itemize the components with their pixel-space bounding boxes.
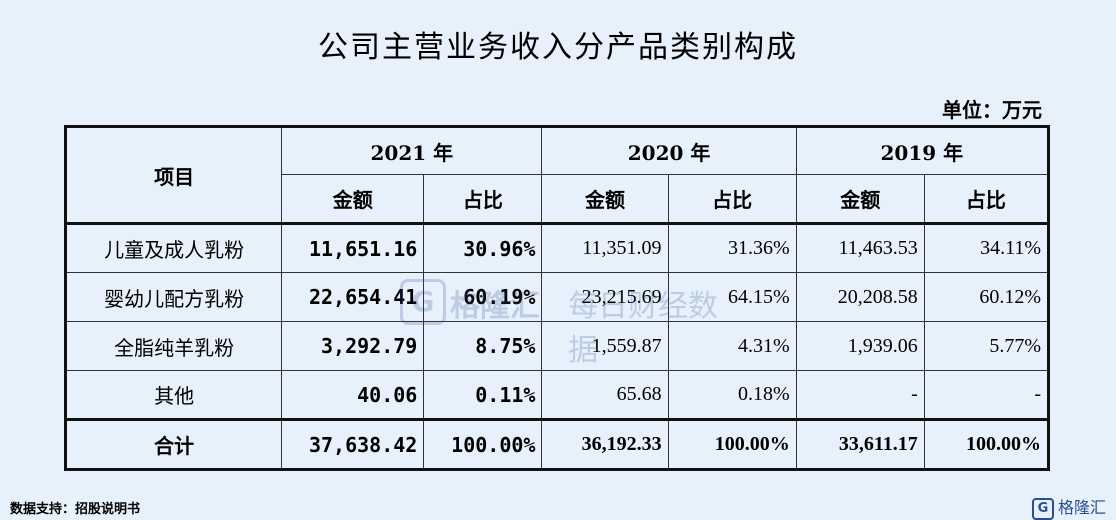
amount-2019: 1,939.06 — [795, 321, 925, 371]
row-name: 其他 — [64, 370, 283, 420]
ratio-2019: - — [923, 370, 1050, 420]
amount-2020: 23,215.69 — [541, 272, 669, 322]
amount-2021: 40.06 — [281, 370, 425, 420]
amount-2020: 1,559.87 — [541, 321, 669, 371]
ratio-2019: 5.77% — [923, 321, 1050, 371]
amount-2020: 11,351.09 — [541, 223, 669, 273]
header-amount-2021: 金额 — [281, 174, 425, 225]
ratio-2021: 8.75% — [423, 321, 543, 371]
unit-label: 单位：万元 — [942, 98, 1042, 122]
amount-2019: - — [795, 370, 925, 420]
row-name: 儿童及成人乳粉 — [64, 223, 283, 273]
header-year-2020: 2020 年 — [541, 126, 797, 175]
header-row-sub: 金额 占比 金额 占比 金额 占比 — [65, 174, 1050, 225]
page-title: 公司主营业务收入分产品类别构成 — [318, 30, 798, 65]
amount-2019: 20,208.58 — [795, 272, 925, 322]
row-name: 婴幼儿配方乳粉 — [64, 272, 283, 322]
amount-2021: 11,651.16 — [281, 223, 425, 273]
header-item: 项目 — [64, 126, 283, 224]
table-row: 全脂纯羊乳粉 3,292.79 8.75% 1,559.87 4.31% 1,9… — [64, 321, 1050, 371]
total-amount-2020: 36,192.33 — [541, 418, 669, 470]
amount-2021: 22,654.41 — [281, 272, 425, 322]
header-row-years: 项目 2021 年 2020 年 2019 年 — [64, 126, 1050, 224]
corner-brand-text: 格隆汇 — [1057, 498, 1106, 517]
brand-logo-icon: G — [1031, 497, 1054, 520]
corner-brand: G 格隆汇 — [1031, 494, 1106, 520]
ratio-2021: 60.19% — [423, 272, 543, 322]
header-ratio-2021: 占比 — [423, 174, 543, 225]
ratio-2020: 64.15% — [667, 272, 797, 322]
total-amount-2021: 37,638.42 — [281, 418, 425, 470]
header-year-2019: 2019 年 — [795, 126, 1050, 175]
table-row: 其他 40.06 0.11% 65.68 0.18% - - — [64, 370, 1050, 420]
header-amount-2019: 金额 — [795, 174, 925, 225]
header-ratio-2019: 占比 — [923, 174, 1050, 225]
total-ratio-2020: 100.00% — [667, 418, 797, 470]
table-row: 婴幼儿配方乳粉 22,654.41 60.19% 23,215.69 64.15… — [64, 272, 1050, 322]
amount-2021: 3,292.79 — [281, 321, 425, 371]
total-ratio-2021: 100.00% — [423, 418, 543, 470]
total-amount-2019: 33,611.17 — [795, 418, 925, 470]
ratio-2019: 60.12% — [923, 272, 1050, 322]
header-amount-2020: 金额 — [541, 174, 669, 225]
amount-2019: 11,463.53 — [795, 223, 925, 273]
amount-2020: 65.68 — [541, 370, 669, 420]
ratio-2020: 4.31% — [667, 321, 797, 371]
ratio-2021: 0.11% — [423, 370, 543, 420]
table-row: 儿童及成人乳粉 11,651.16 30.96% 11,351.09 31.36… — [64, 223, 1050, 273]
source-note: 数据支持：招股说明书 — [10, 502, 141, 517]
revenue-table: 项目 2021 年 2020 年 2019 年 金额 占比 金额 占比 金额 占… — [64, 125, 1050, 471]
total-name: 合计 — [64, 418, 283, 470]
ratio-2020: 0.18% — [667, 370, 797, 420]
ratio-2019: 34.11% — [923, 223, 1050, 273]
header-year-2021: 2021 年 — [281, 126, 543, 175]
ratio-2021: 30.96% — [423, 223, 543, 273]
row-name: 全脂纯羊乳粉 — [64, 321, 283, 371]
header-ratio-2020: 占比 — [667, 174, 797, 225]
total-ratio-2019: 100.00% — [923, 418, 1050, 470]
ratio-2020: 31.36% — [667, 223, 797, 273]
total-row: 合计 37,638.42 100.00% 36,192.33 100.00% 3… — [64, 418, 1050, 470]
